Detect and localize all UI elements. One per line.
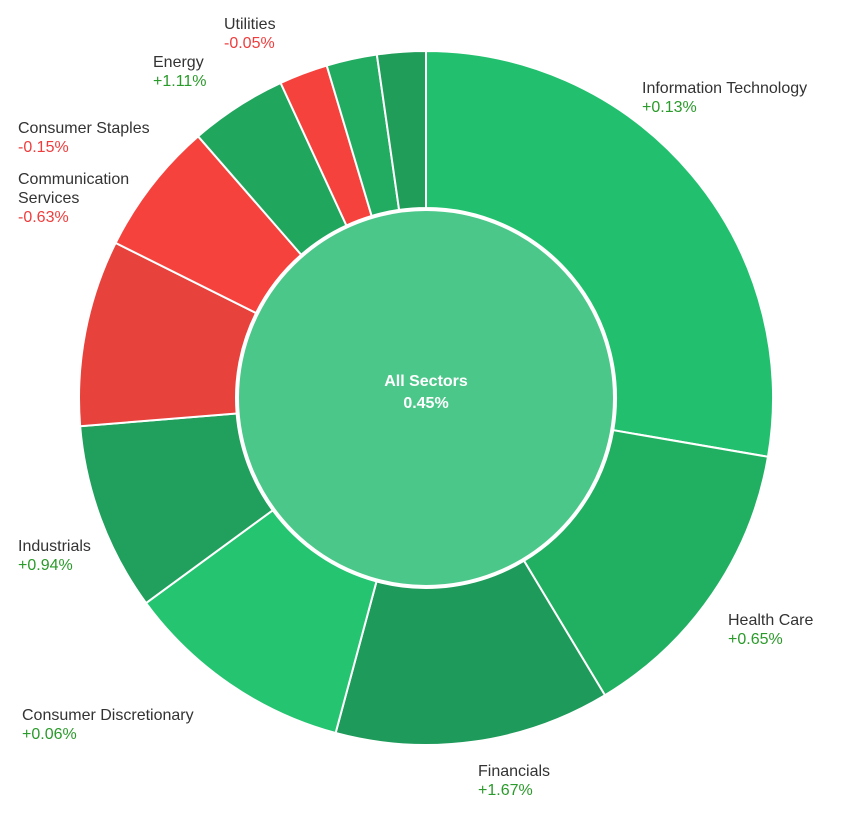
slice-change: +0.94% xyxy=(18,557,73,574)
slice-change: -0.15% xyxy=(18,139,69,156)
label-consumer-discretionary: Consumer Discretionary +0.06% xyxy=(22,706,194,744)
slice-name: Consumer Discretionary xyxy=(22,707,194,724)
center-title: All Sectors xyxy=(384,373,468,390)
center-value: 0.45% xyxy=(403,395,449,412)
donut-slice-2[interactable] xyxy=(334,559,607,746)
slice-change: +0.13% xyxy=(642,99,697,116)
label-energy: Energy +1.11% xyxy=(153,53,207,91)
center-circle[interactable] xyxy=(237,209,615,587)
slice-name: Energy xyxy=(153,54,204,71)
label-financials: Financials +1.67% xyxy=(478,762,550,800)
slice-name: Industrials xyxy=(18,538,91,555)
slice-change: +0.06% xyxy=(22,726,77,743)
donut-slice-1[interactable] xyxy=(522,429,770,697)
slice-change: -0.63% xyxy=(18,209,69,226)
slice-change: -0.05% xyxy=(224,35,275,52)
donut-slice-10[interactable] xyxy=(375,49,427,212)
label-consumer-staples: Consumer Staples -0.15% xyxy=(18,119,150,157)
slice-name: Communication Services xyxy=(18,171,130,207)
label-industrials: Industrials +0.94% xyxy=(18,537,91,575)
label-utilities: Utilities -0.05% xyxy=(224,15,276,53)
label-communication-services: Communication Services -0.63% xyxy=(18,170,129,227)
slice-name: Information Technology xyxy=(642,80,808,97)
slice-name: Consumer Staples xyxy=(18,120,150,137)
center-label: All Sectors 0.45% xyxy=(326,371,526,415)
label-health-care: Health Care +0.65% xyxy=(728,611,813,649)
label-information-technology: Information Technology +0.13% xyxy=(642,79,807,117)
slice-name: Health Care xyxy=(728,612,814,629)
donut-slice-0[interactable] xyxy=(425,49,774,458)
slice-change: +1.67% xyxy=(478,782,533,799)
slice-change: +0.65% xyxy=(728,631,783,648)
slice-name: Financials xyxy=(478,763,551,780)
slice-change: +1.11% xyxy=(153,73,207,90)
slice-name: Utilities xyxy=(224,16,276,33)
